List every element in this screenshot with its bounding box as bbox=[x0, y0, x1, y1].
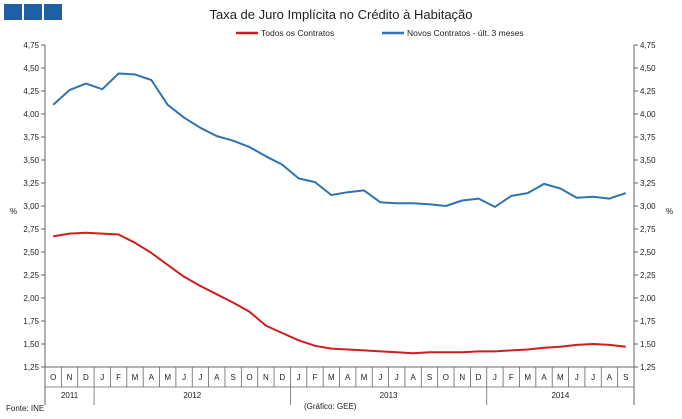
y-tick-label-left: 1,75 bbox=[23, 317, 39, 326]
x-tick-label: N bbox=[67, 373, 73, 382]
chart-title: Taxa de Juro Implícita no Crédito à Habi… bbox=[209, 7, 472, 22]
logo-square-1 bbox=[4, 4, 22, 20]
x-tick-label: D bbox=[279, 373, 285, 382]
series-line-todos-contratos bbox=[53, 231, 626, 355]
source-note: Fonte: INE bbox=[6, 404, 44, 413]
x-tick-label: J bbox=[378, 373, 382, 382]
y-tick-label-right: 3,50 bbox=[640, 156, 656, 165]
x-tick-label: J bbox=[575, 373, 579, 382]
y-tick-label-left: 3,25 bbox=[23, 179, 39, 188]
y-tick-label-left: 2,00 bbox=[23, 294, 39, 303]
x-tick-label: A bbox=[214, 373, 220, 382]
y-tick-label-right: 1,75 bbox=[640, 317, 656, 326]
y-tick-label-right: 1,25 bbox=[640, 363, 656, 372]
logo-square-3 bbox=[44, 4, 62, 20]
y-tick-label-left: 2,75 bbox=[23, 225, 39, 234]
y-tick-label-left: 3,00 bbox=[23, 202, 39, 211]
x-year-label: 2013 bbox=[380, 391, 398, 400]
x-tick-label: S bbox=[623, 373, 628, 382]
x-year-label: 2011 bbox=[61, 391, 79, 400]
y-tick-label-left: 4,50 bbox=[23, 64, 39, 73]
y-tick-label-left: 2,25 bbox=[23, 271, 39, 280]
x-tick-label: M bbox=[328, 373, 335, 382]
x-tick-label: J bbox=[297, 373, 301, 382]
credit-note: (Gráfico: GEE) bbox=[304, 402, 357, 411]
y-tick-label-right: 4,50 bbox=[640, 64, 656, 73]
y-tick-label-right: 3,25 bbox=[640, 179, 656, 188]
series-line-novos-contratos bbox=[52, 72, 627, 208]
x-tick-label: A bbox=[410, 373, 416, 382]
y-tick-label-left: 4,75 bbox=[23, 41, 39, 50]
y-tick-label-right: 4,00 bbox=[640, 110, 656, 119]
x-tick-label: J bbox=[493, 373, 497, 382]
y-tick-label-left: 4,25 bbox=[23, 87, 39, 96]
x-tick-label: J bbox=[395, 373, 399, 382]
x-tick-label: F bbox=[116, 373, 121, 382]
y-tick-label-left: 2,50 bbox=[23, 248, 39, 257]
y-tick-label-left: 1,50 bbox=[23, 340, 39, 349]
y-tick-label-right: 2,75 bbox=[640, 225, 656, 234]
y-tick-label-right: 2,25 bbox=[640, 271, 656, 280]
x-tick-label: S bbox=[427, 373, 432, 382]
x-tick-label: J bbox=[100, 373, 104, 382]
y-tick-label-left: 1,25 bbox=[23, 363, 39, 372]
x-tick-label: O bbox=[50, 373, 56, 382]
x-tick-label: N bbox=[263, 373, 269, 382]
x-tick-label: J bbox=[591, 373, 595, 382]
x-tick-label: O bbox=[246, 373, 252, 382]
x-tick-label: J bbox=[182, 373, 186, 382]
x-tick-label: M bbox=[557, 373, 564, 382]
x-tick-label: F bbox=[509, 373, 514, 382]
legend-label-novos: Novos Contratos - últ. 3 meses bbox=[407, 28, 524, 38]
y-tick-label-left: 3,50 bbox=[23, 156, 39, 165]
x-tick-label: D bbox=[476, 373, 482, 382]
x-tick-label: N bbox=[459, 373, 465, 382]
x-tick-label: J bbox=[198, 373, 202, 382]
x-tick-label: M bbox=[164, 373, 171, 382]
y-tick-label-right: 2,00 bbox=[640, 294, 656, 303]
legend-label-todos: Todos os Contratos bbox=[261, 28, 334, 38]
y-axis-label-left: % bbox=[10, 207, 17, 216]
x-tick-label: F bbox=[313, 373, 318, 382]
x-year-label: 2014 bbox=[551, 391, 569, 400]
y-tick-label-left: 4,00 bbox=[23, 110, 39, 119]
y-tick-label-right: 1,50 bbox=[640, 340, 656, 349]
x-tick-label: D bbox=[83, 373, 89, 382]
y-tick-label-right: 2,50 bbox=[640, 248, 656, 257]
y-tick-label-right: 4,75 bbox=[640, 41, 656, 50]
x-tick-label: M bbox=[524, 373, 531, 382]
x-tick-label: O bbox=[443, 373, 449, 382]
x-tick-label: S bbox=[230, 373, 235, 382]
y-tick-label-left: 3,75 bbox=[23, 133, 39, 142]
logo-square-2 bbox=[24, 4, 42, 20]
y-tick-label-right: 3,00 bbox=[640, 202, 656, 211]
x-year-label: 2012 bbox=[183, 391, 201, 400]
x-tick-label: A bbox=[541, 373, 547, 382]
y-tick-label-right: 4,25 bbox=[640, 87, 656, 96]
x-tick-label: M bbox=[132, 373, 139, 382]
x-tick-label: A bbox=[607, 373, 613, 382]
x-tick-label: M bbox=[361, 373, 368, 382]
y-axis-label-right: % bbox=[666, 207, 673, 216]
y-tick-label-right: 3,75 bbox=[640, 133, 656, 142]
x-tick-label: A bbox=[345, 373, 351, 382]
x-tick-label: A bbox=[149, 373, 155, 382]
